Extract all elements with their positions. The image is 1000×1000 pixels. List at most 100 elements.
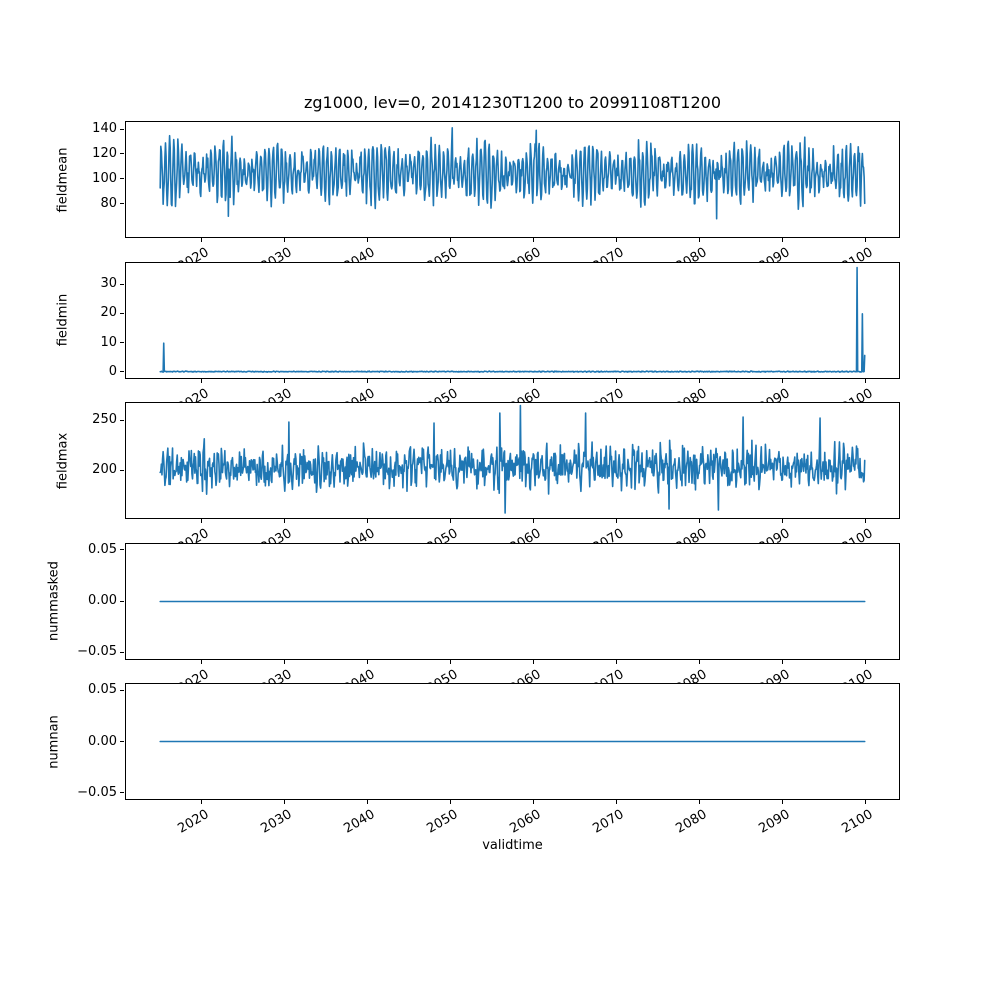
x-tick-mark bbox=[616, 238, 618, 242]
y-tick-mark bbox=[120, 371, 124, 373]
y-tick-label: 0.05 bbox=[88, 682, 117, 698]
y-tick-label: 250 bbox=[92, 412, 117, 427]
y-tick-label: −0.05 bbox=[77, 784, 117, 800]
data-line-nummasked bbox=[159, 600, 866, 602]
y-axis-title-fieldmax: fieldmax bbox=[55, 432, 71, 489]
x-tick-mark bbox=[533, 519, 535, 523]
x-tick-mark bbox=[367, 238, 369, 242]
x-tick-mark bbox=[865, 238, 867, 242]
x-tick-mark bbox=[699, 800, 701, 804]
x-tick-label: 2060 bbox=[507, 807, 544, 837]
y-tick-mark bbox=[120, 792, 124, 794]
x-tick-label: 2050 bbox=[424, 807, 461, 837]
x-tick-mark bbox=[201, 378, 203, 383]
y-tick-label: 0.00 bbox=[88, 593, 117, 608]
y-tick-label: 140 bbox=[92, 121, 117, 137]
y-tick-label: 0 bbox=[108, 363, 117, 379]
y-axis-title-nummasked: nummasked bbox=[46, 561, 62, 641]
y-axis-title-fieldmean: fieldmean bbox=[55, 147, 71, 212]
y-tick-mark bbox=[120, 689, 124, 691]
y-tick-mark bbox=[120, 128, 124, 130]
x-tick-mark bbox=[699, 378, 701, 383]
x-tick-mark bbox=[450, 238, 452, 242]
y-tick-label: 0.05 bbox=[88, 541, 117, 557]
x-tick-mark bbox=[533, 800, 535, 804]
y-tick-mark bbox=[120, 600, 124, 602]
chart-title: zg1000, lev=0, 20141230T1200 to 20991108… bbox=[303, 93, 722, 112]
x-tick-mark bbox=[284, 238, 286, 242]
x-tick-label: 2090 bbox=[756, 807, 793, 837]
x-tick-mark bbox=[782, 378, 784, 383]
y-tick-label: −0.05 bbox=[77, 644, 117, 660]
x-tick-mark bbox=[367, 378, 369, 383]
x-tick-mark bbox=[284, 800, 286, 804]
x-tick-mark bbox=[699, 519, 701, 523]
x-tick-mark bbox=[865, 659, 867, 664]
data-line-fieldmean bbox=[159, 127, 866, 220]
x-tick-mark bbox=[450, 378, 452, 383]
x-tick-mark bbox=[699, 659, 701, 664]
x-tick-mark bbox=[616, 659, 618, 664]
x-tick-mark bbox=[201, 519, 203, 523]
x-axis-label: validtime bbox=[482, 838, 543, 853]
y-tick-mark bbox=[120, 469, 124, 471]
x-tick-mark bbox=[616, 378, 618, 383]
x-tick-mark bbox=[782, 659, 784, 664]
x-tick-mark bbox=[865, 519, 867, 523]
y-tick-label: 100 bbox=[92, 170, 117, 186]
y-tick-label: 30 bbox=[100, 276, 117, 292]
x-tick-mark bbox=[616, 519, 618, 523]
x-tick-mark bbox=[699, 238, 701, 242]
y-tick-mark bbox=[120, 203, 124, 205]
x-tick-mark bbox=[284, 519, 286, 523]
y-tick-label: 200 bbox=[92, 462, 117, 477]
x-tick-mark bbox=[284, 659, 286, 664]
x-tick-mark bbox=[201, 800, 203, 804]
y-tick-label: 10 bbox=[100, 334, 117, 350]
data-line-fieldmax bbox=[159, 404, 866, 514]
y-tick-label: 80 bbox=[100, 195, 117, 211]
y-tick-label: 120 bbox=[92, 145, 117, 161]
x-tick-mark bbox=[533, 378, 535, 383]
subplot-fieldmin: 0 10 20 30 2020 2030 2040 2050 2060 2070 2080 2090 2… bbox=[56, 261, 900, 415]
x-tick-mark bbox=[533, 238, 535, 242]
y-tick-mark bbox=[120, 312, 124, 314]
y-tick-mark bbox=[120, 178, 124, 180]
data-line-fieldmin bbox=[159, 266, 866, 373]
y-tick-label: 0.00 bbox=[88, 733, 117, 749]
x-tick-mark bbox=[201, 659, 203, 664]
y-tick-mark bbox=[120, 342, 124, 344]
x-tick-mark bbox=[865, 378, 867, 383]
x-tick-mark bbox=[450, 659, 452, 664]
x-tick-mark bbox=[782, 519, 784, 523]
subplot-numnan: 0.05 0.00 −0.05 2020 2030 2040 2050 2060 2070 208… bbox=[47, 682, 900, 837]
x-tick-mark bbox=[450, 800, 452, 804]
x-tick-label: 2030 bbox=[258, 807, 295, 837]
y-axis-title-numnan: numnan bbox=[46, 714, 62, 769]
data-line-numnan bbox=[159, 740, 866, 743]
y-tick-mark bbox=[120, 419, 124, 421]
x-tick-mark bbox=[616, 800, 618, 804]
x-tick-label: 2100 bbox=[839, 807, 876, 837]
x-tick-mark bbox=[533, 659, 535, 664]
y-axis-title-fieldmin: fieldmin bbox=[55, 293, 71, 347]
y-tick-label: 20 bbox=[100, 305, 117, 321]
subplot-nummasked: 0.05 0.00 −0.05 2020 2030 2040 2050 2060 2070 208… bbox=[47, 542, 900, 696]
x-tick-label: 2040 bbox=[341, 807, 378, 837]
y-tick-mark bbox=[120, 651, 124, 653]
x-tick-label: 2080 bbox=[673, 807, 710, 837]
y-tick-mark bbox=[120, 549, 124, 551]
x-tick-mark bbox=[865, 800, 867, 804]
x-tick-mark bbox=[201, 238, 203, 242]
x-tick-mark bbox=[367, 659, 369, 664]
y-tick-mark bbox=[120, 283, 124, 285]
x-tick-mark bbox=[367, 800, 369, 804]
x-tick-label: 2020 bbox=[175, 807, 212, 837]
x-tick-mark bbox=[782, 800, 784, 804]
x-tick-mark bbox=[284, 378, 286, 383]
subplot-fieldmax: 200 250 2020 2030 2040 2050 2060 2070 2080 2090 21… bbox=[56, 402, 900, 556]
y-tick-mark bbox=[120, 741, 124, 742]
x-tick-mark bbox=[450, 519, 452, 523]
subplot-fieldmean: 80 100 120 140 2020 2030 2040 2050 2060 2070 2080 2… bbox=[56, 121, 900, 275]
